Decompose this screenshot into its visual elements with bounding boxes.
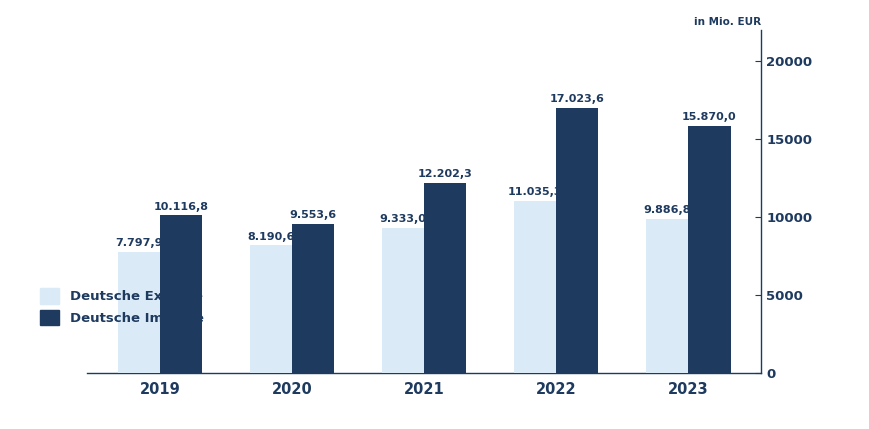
Bar [423,183,466,373]
Bar [514,201,555,373]
Bar [646,219,687,373]
Text: 9.553,6: 9.553,6 [289,210,336,221]
Text: 11.035,3: 11.035,3 [507,187,561,197]
Text: 12.202,3: 12.202,3 [417,169,472,179]
Legend: Deutsche Exporte, Deutsche Importe: Deutsche Exporte, Deutsche Importe [40,288,203,326]
Text: 7.797,9: 7.797,9 [115,238,163,248]
Text: 17.023,6: 17.023,6 [549,94,604,104]
Text: 15.870,0: 15.870,0 [681,112,736,122]
Text: in Mio. EUR: in Mio. EUR [693,17,760,27]
Bar [160,215,202,373]
Text: 9.333,0: 9.333,0 [379,214,426,224]
Text: 8.190,6: 8.190,6 [247,232,295,242]
Text: 10.116,8: 10.116,8 [154,202,209,211]
Bar [117,251,160,373]
Bar [249,245,292,373]
Bar [555,108,598,373]
Bar [292,224,334,373]
Bar [687,126,730,373]
Bar [381,228,423,373]
Text: 9.886,8: 9.886,8 [643,205,690,215]
